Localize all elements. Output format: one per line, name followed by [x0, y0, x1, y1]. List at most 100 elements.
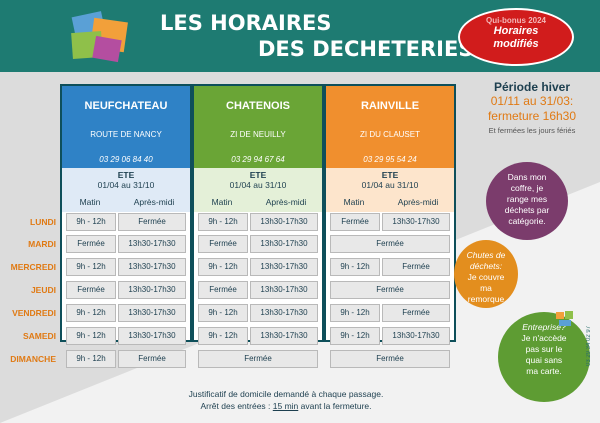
morning-cell: Fermée	[66, 281, 116, 299]
site-phone: 03 29 06 84 40	[99, 155, 153, 164]
afternoon-cell: 13h30-17h30	[118, 304, 186, 322]
afternoon-cell: 13h30-17h30	[118, 258, 186, 276]
morning-cell: 9h - 12h	[330, 304, 380, 322]
footer-line1: Justificatif de domicile demandé à chaqu…	[188, 389, 384, 399]
morning-cell: 9h - 12h	[66, 350, 116, 368]
bubble-text: range mes	[506, 194, 548, 204]
logo-icon	[71, 11, 128, 63]
period-headers: Matin Après-midi	[194, 194, 322, 212]
period-headers: Matin Après-midi	[62, 194, 190, 212]
site-header: CHATENOIS ZI DE NEUILLY 03 29 94 67 64	[194, 86, 322, 168]
schedule-cell: Fermée	[330, 235, 450, 253]
day-label: LUNDI	[30, 217, 56, 227]
site-address: ROUTE DE NANCY	[90, 130, 162, 139]
afternoon-cell: 13h30-17h30	[382, 213, 450, 231]
trunk-tip-bubble: Dans mon coffre, je range mes déchets pa…	[486, 162, 568, 240]
site-name: CHATENOIS	[226, 100, 290, 112]
morning-cell: 9h - 12h	[66, 213, 116, 231]
header-banner: LES HORAIRES DES DECHETERIES Qui-bonus 2…	[0, 0, 600, 72]
day-label: SAMEDI	[22, 331, 56, 341]
season-label: ETE	[117, 170, 135, 180]
winter-dates: 01/11 au 31/03:	[490, 94, 574, 108]
morning-cell: Fermée	[66, 235, 116, 253]
footer-notes: Justificatif de domicile demandé à chaqu…	[136, 388, 436, 412]
season-dates: 01/04 au 31/10	[361, 180, 419, 190]
afternoon-cell: 13h30-17h30	[382, 327, 450, 345]
site-name: RAINVILLE	[360, 100, 420, 112]
bubble-text: remorque	[467, 294, 505, 304]
side-phone: 03 29 34 02 97	[586, 325, 592, 366]
schedule-cell: Fermée	[330, 350, 450, 368]
morning-cell: Fermée	[330, 213, 380, 231]
page-title-line1: LES HORAIRES	[160, 11, 332, 35]
afternoon-cell: 13h30-17h30	[250, 235, 318, 253]
morning-cell: Fermée	[198, 235, 248, 253]
footer-text: avant la fermeture.	[298, 401, 372, 411]
afternoon-cell: Fermée	[382, 304, 450, 322]
badge-line2: modifiés	[493, 38, 539, 50]
morning-cell: 9h - 12h	[198, 327, 248, 345]
season-header: ETE 01/04 au 31/10	[326, 168, 454, 195]
winter-closing: fermeture 16h30	[487, 109, 577, 123]
site-column: RAINVILLE ZI DU CLAUSET 03 29 95 54 24 ETE 0…	[324, 84, 456, 368]
day-label: MARDI	[28, 239, 56, 249]
site-address: ZI DE NEUILLY	[230, 130, 286, 139]
site-name: NEUFCHATEAU	[84, 100, 168, 112]
afternoon-header: Après-midi	[133, 197, 175, 207]
morning-cell: 9h - 12h	[198, 258, 248, 276]
trailer-tip-bubble: Chutes de déchets: Je couvre ma remorque	[454, 240, 518, 308]
site-header: RAINVILLE ZI DU CLAUSET 03 29 95 54 24	[326, 86, 454, 168]
footer-text: Arrêt des entrées :	[200, 401, 273, 411]
site-column: NEUFCHATEAU ROUTE DE NANCY 03 29 06 84 40 E…	[60, 84, 192, 368]
afternoon-cell: Fermée	[118, 213, 186, 231]
season-header: ETE 01/04 au 31/10	[194, 168, 322, 195]
morning-header: Matin	[79, 197, 101, 207]
afternoon-header: Après-midi	[265, 197, 307, 207]
afternoon-cell: 13h30-17h30	[250, 304, 318, 322]
morning-cell: 9h - 12h	[198, 213, 248, 231]
afternoon-cell: 13h30-17h30	[118, 281, 186, 299]
afternoon-cell: 13h30-17h30	[250, 213, 318, 231]
bubble-title: Entreprise?	[522, 322, 566, 332]
morning-cell: Fermée	[198, 281, 248, 299]
afternoon-cell: 13h30-17h30	[250, 258, 318, 276]
afternoon-cell: 13h30-17h30	[250, 327, 318, 345]
afternoon-cell: 13h30-17h30	[118, 327, 186, 345]
bubble-title: Chutes de déchets:	[466, 250, 506, 271]
day-label: VENDREDI	[12, 308, 56, 318]
afternoon-cell: Fermée	[118, 350, 186, 368]
season-label: ETE	[381, 170, 399, 180]
site-header: NEUFCHATEAU ROUTE DE NANCY 03 29 06 84 40	[62, 86, 190, 168]
season-dates: 01/04 au 31/10	[97, 180, 155, 190]
afternoon-cell: Fermée	[382, 258, 450, 276]
bubble-text: Je couvre	[467, 272, 505, 282]
afternoon-cell: 13h30-17h30	[250, 281, 318, 299]
season-label: ETE	[249, 170, 267, 180]
bubble-text: ma	[480, 283, 492, 293]
morning-cell: 9h - 12h	[330, 327, 380, 345]
morning-cell: 9h - 12h	[198, 304, 248, 322]
morning-cell: 9h - 12h	[66, 304, 116, 322]
morning-cell: 9h - 12h	[330, 258, 380, 276]
period-headers: Matin Après-midi	[326, 194, 454, 212]
bubble-text: Dans mon	[507, 172, 547, 182]
bubble-text: déchets par	[504, 205, 550, 215]
afternoon-cell: 13h30-17h30	[118, 235, 186, 253]
morning-cell: 9h - 12h	[66, 327, 116, 345]
site-address: ZI DU CLAUSET	[359, 130, 420, 139]
season-dates: 01/04 au 31/10	[229, 180, 287, 190]
badge-small-text: Qui-bonus 2024	[485, 16, 546, 25]
bubble-text: catégorie.	[508, 216, 546, 226]
afternoon-header: Après-midi	[397, 197, 439, 207]
bubble-text: Je n'accède	[521, 333, 567, 343]
bubble-text: quai sans	[525, 355, 563, 365]
day-label: JEUDI	[30, 285, 56, 295]
footer-delay: 15 min	[272, 401, 299, 411]
bubble-text: coffre, je	[510, 183, 544, 193]
page-title-line2: DES DECHETERIES	[258, 37, 474, 61]
footer-line2: Arrêt des entrées : 15 min avant la ferm…	[136, 400, 436, 412]
day-label: MERCREDI	[10, 262, 56, 272]
badge-line1: Horaires	[493, 25, 539, 37]
bubble-text: pas sur le	[525, 344, 563, 354]
winter-note: Et fermées les jours fériés	[488, 126, 576, 135]
